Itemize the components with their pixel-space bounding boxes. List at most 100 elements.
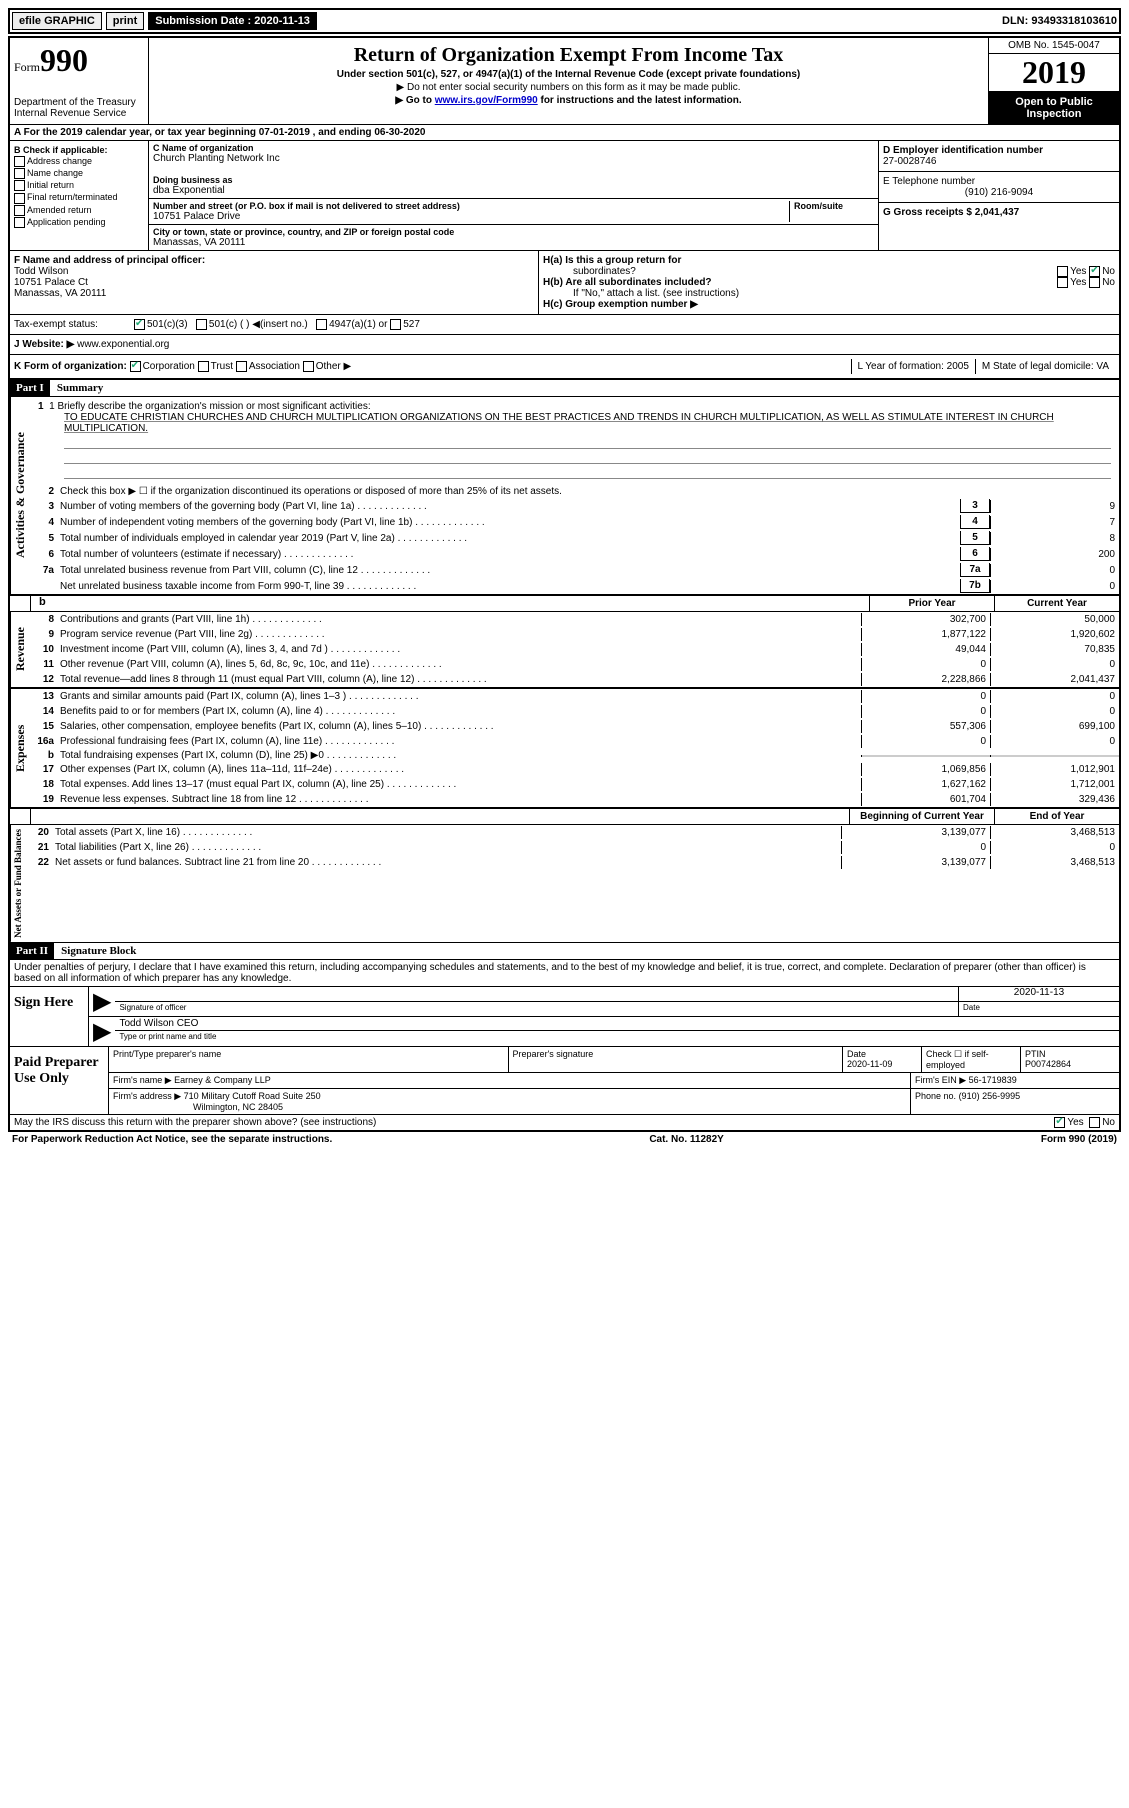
prep-date: 2020-11-09: [847, 1059, 917, 1069]
tax-label: Tax-exempt status:: [14, 319, 134, 330]
prep-name-label: Print/Type preparer's name: [113, 1049, 504, 1059]
501c-label: 501(c) ( ) ◀(insert no.): [209, 319, 308, 330]
firm-addr1: 710 Military Cutoff Road Suite 250: [184, 1091, 321, 1101]
firm-ein: 56-1719839: [969, 1075, 1017, 1085]
ptin-label: PTIN: [1025, 1049, 1115, 1059]
gov-line: 4Number of independent voting members of…: [30, 514, 1119, 530]
data-line: 16aProfessional fundraising fees (Part I…: [30, 734, 1119, 749]
officer-printed-name: Todd Wilson CEO: [115, 1017, 1119, 1031]
arrow-icon-2: ▶: [89, 1017, 115, 1046]
part2-title: Signature Block: [57, 945, 136, 957]
chk-501c3[interactable]: [134, 319, 145, 330]
f-cell: F Name and address of principal officer:…: [10, 251, 539, 314]
gov-line: 6Total number of volunteers (estimate if…: [30, 546, 1119, 562]
tax-status-row: Tax-exempt status: 501(c)(3) 501(c) ( ) …: [10, 315, 1119, 335]
irs-link[interactable]: www.irs.gov/Form990: [435, 95, 538, 106]
paperwork-notice: For Paperwork Reduction Act Notice, see …: [12, 1134, 332, 1145]
dln-text: DLN: 93493318103610: [1002, 15, 1117, 27]
gov-line: 7aTotal unrelated business revenue from …: [30, 562, 1119, 578]
form-container: Form990 Department of the Treasury Inter…: [8, 36, 1121, 1132]
print-button[interactable]: print: [106, 12, 144, 30]
chk-amended[interactable]: Amended return: [14, 205, 144, 216]
dba-label: Doing business as: [153, 175, 874, 185]
open-public-1: Open to Public: [991, 96, 1117, 108]
expenses-label: Expenses: [10, 689, 30, 807]
note-1: ▶ Do not enter social security numbers o…: [153, 82, 984, 93]
chk-4947[interactable]: [316, 319, 327, 330]
tel-cell: E Telephone number (910) 216-9094: [879, 172, 1119, 203]
ha-sub: subordinates?: [543, 266, 636, 277]
note-2: ▶ Go to www.irs.gov/Form990 for instruct…: [153, 95, 984, 106]
signature-section: Under penalties of perjury, I declare th…: [10, 960, 1119, 1130]
data-line: 21Total liabilities (Part X, line 26)00: [25, 840, 1119, 855]
governance-label: Activities & Governance: [10, 397, 30, 594]
firm-addr2: Wilmington, NC 28405: [113, 1102, 906, 1112]
sig-date: 2020-11-13: [959, 987, 1119, 1002]
discuss-no: No: [1102, 1117, 1115, 1128]
ptin-value: P00742864: [1025, 1059, 1115, 1069]
chk-address[interactable]: Address change: [14, 156, 144, 167]
paid-preparer-row: Paid Preparer Use Only Print/Type prepar…: [10, 1047, 1119, 1115]
submission-date-button[interactable]: Submission Date : 2020-11-13: [148, 12, 317, 30]
discuss-no-chk[interactable]: [1089, 1117, 1100, 1128]
col-b-label: B Check if applicable:: [14, 145, 144, 155]
chk-trust[interactable]: [198, 361, 209, 372]
fh-row: F Name and address of principal officer:…: [10, 251, 1119, 315]
self-employed-check[interactable]: Check ☐ if self-employed: [922, 1047, 1021, 1072]
mission-box: 1 1 Briefly describe the organization's …: [30, 397, 1119, 485]
part1-badge: Part I: [10, 380, 50, 396]
ein-label: D Employer identification number: [883, 145, 1115, 156]
hb-yes[interactable]: Yes: [1070, 277, 1086, 288]
open-public-2: Inspection: [991, 108, 1117, 120]
firm-ein-label: Firm's EIN ▶: [915, 1075, 966, 1085]
prep-sig-label: Preparer's signature: [513, 1049, 838, 1059]
hb-note: If "No," attach a list. (see instruction…: [543, 288, 1115, 299]
hc-label: H(c) Group exemption number ▶: [543, 299, 698, 310]
chk-corp[interactable]: [130, 361, 141, 372]
ein-cell: D Employer identification number 27-0028…: [879, 141, 1119, 172]
hb-label: H(b) Are all subordinates included?: [543, 277, 712, 288]
hb-no[interactable]: No: [1102, 277, 1115, 288]
ha-no[interactable]: No: [1102, 266, 1115, 277]
chk-name[interactable]: Name change: [14, 168, 144, 179]
chk-assoc[interactable]: [236, 361, 247, 372]
form-ref: Form 990 (2019): [1041, 1134, 1117, 1145]
city-value: Manassas, VA 20111: [153, 237, 874, 248]
header-center: Return of Organization Exempt From Incom…: [149, 38, 989, 124]
sign-here-label: Sign Here: [10, 987, 89, 1046]
current-year-header: Current Year: [994, 596, 1119, 611]
discuss-yes-chk[interactable]: [1054, 1117, 1065, 1128]
mission-text: TO EDUCATE CHRISTIAN CHURCHES AND CHURCH…: [64, 412, 1111, 434]
discuss-label: May the IRS discuss this return with the…: [14, 1117, 376, 1128]
chk-501c[interactable]: [196, 319, 207, 330]
form-title: Return of Organization Exempt From Incom…: [153, 44, 984, 67]
officer-addr1: 10751 Palace Ct: [14, 277, 534, 288]
chk-final[interactable]: Final return/terminated: [14, 192, 144, 203]
city-cell: City or town, state or province, country…: [149, 225, 878, 250]
ha-yes[interactable]: Yes: [1070, 266, 1086, 277]
governance-section: Activities & Governance 1 1 Briefly desc…: [10, 397, 1119, 596]
officer-name: Todd Wilson: [14, 266, 534, 277]
efile-button[interactable]: efile GRAPHIC: [12, 12, 102, 30]
chk-other[interactable]: [303, 361, 314, 372]
trust-label: Trust: [211, 361, 233, 372]
addr-cell: Number and street (or P.O. box if mail i…: [149, 199, 878, 225]
chk-527[interactable]: [390, 319, 401, 330]
chk-initial[interactable]: Initial return: [14, 180, 144, 191]
revenue-section: Revenue 8Contributions and grants (Part …: [10, 612, 1119, 689]
line-2: 2 Check this box ▶ ☐ if the organization…: [30, 485, 1119, 498]
firm-name: Earney & Company LLP: [174, 1075, 271, 1085]
gross-label: G Gross receipts $ 2,041,437: [883, 207, 1115, 218]
chk-pending[interactable]: Application pending: [14, 217, 144, 228]
data-line: 20Total assets (Part X, line 16)3,139,07…: [25, 825, 1119, 840]
state-domicile: M State of legal domicile: VA: [975, 359, 1115, 374]
gross-cell: G Gross receipts $ 2,041,437: [879, 203, 1119, 222]
cat-number: Cat. No. 11282Y: [649, 1134, 723, 1145]
501c3-label: 501(c)(3): [147, 319, 188, 330]
header-row: Form990 Department of the Treasury Inter…: [10, 38, 1119, 125]
part1-header-row: Part I Summary: [10, 380, 1119, 397]
org-name-label: C Name of organization: [153, 143, 874, 153]
col-b: B Check if applicable: Address change Na…: [10, 141, 149, 250]
corp-label: Corporation: [143, 361, 195, 372]
assoc-label: Association: [249, 361, 300, 372]
